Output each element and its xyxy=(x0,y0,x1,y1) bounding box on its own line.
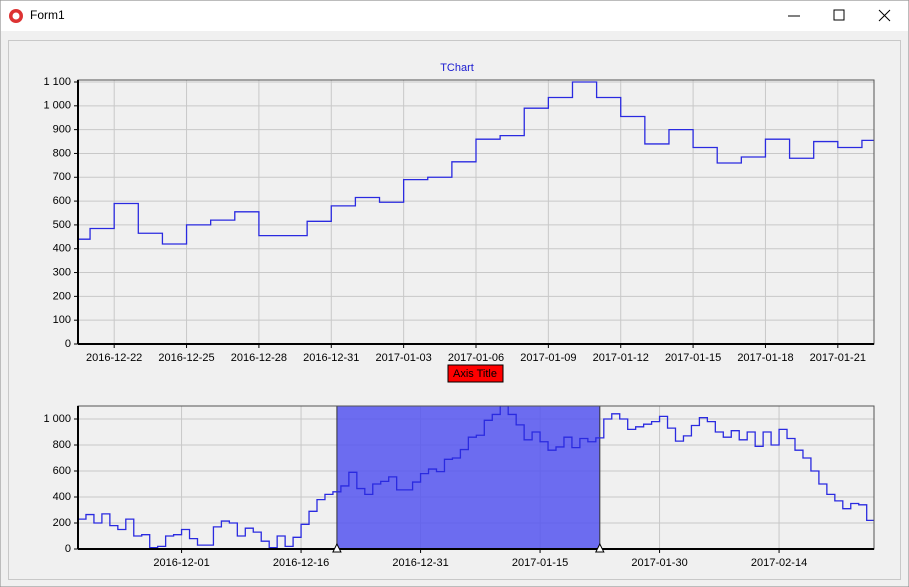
y-tick-label: 200 xyxy=(53,290,71,302)
y-tick-label: 1 000 xyxy=(43,100,71,112)
x-tick-label: 2016-12-31 xyxy=(392,557,448,569)
y-tick-label: 600 xyxy=(53,195,71,207)
y-tick-label: 500 xyxy=(53,219,71,231)
x-tick-label: 2016-12-25 xyxy=(158,352,214,364)
y-tick-label: 400 xyxy=(53,491,71,503)
axis-title: Axis Title xyxy=(453,368,497,380)
y-tick-label: 1 000 xyxy=(43,413,71,425)
y-tick-label: 100 xyxy=(53,314,71,326)
x-tick-label: 2017-01-03 xyxy=(375,352,431,364)
y-tick-label: 900 xyxy=(53,124,71,136)
x-tick-label: 2016-12-16 xyxy=(273,557,329,569)
y-tick-label: 800 xyxy=(53,147,71,159)
x-tick-label: 2017-01-09 xyxy=(520,352,576,364)
title-bar xyxy=(1,1,908,31)
step-line xyxy=(78,406,874,549)
x-tick-label: 2016-12-01 xyxy=(153,557,209,569)
window-title: Form1 xyxy=(30,8,65,22)
y-tick-label: 800 xyxy=(53,439,71,451)
step-line xyxy=(78,81,874,245)
x-tick-label: 2017-01-15 xyxy=(665,352,721,364)
y-tick-label: 700 xyxy=(53,171,71,183)
app-icon-inner xyxy=(12,12,20,20)
x-tick-label: 2016-12-22 xyxy=(86,352,142,364)
series-group xyxy=(78,406,874,549)
close-button[interactable] xyxy=(878,9,891,22)
x-tick-label: 2016-12-31 xyxy=(303,352,359,364)
x-tick-label: 2017-01-21 xyxy=(810,352,866,364)
selection-handle xyxy=(595,542,605,553)
y-tick-label: 1 100 xyxy=(43,76,71,88)
series-group xyxy=(78,81,874,245)
axis-title-box xyxy=(447,364,504,383)
x-tick-label: 2017-02-14 xyxy=(751,557,807,569)
x-tick-label: 2016-12-28 xyxy=(231,352,287,364)
y-tick-label: 0 xyxy=(65,543,71,555)
y-tick-label: 300 xyxy=(53,266,71,278)
y-tick-label: 200 xyxy=(53,517,71,529)
selection-handle xyxy=(332,542,342,553)
range-selection xyxy=(336,406,601,549)
y-tick-label: 0 xyxy=(65,338,71,350)
y-tick-label: 600 xyxy=(53,465,71,477)
y-tick-label: 400 xyxy=(53,243,71,255)
x-tick-label: 2017-01-15 xyxy=(512,557,568,569)
chart-title: TChart xyxy=(440,62,474,74)
x-tick-label: 2017-01-18 xyxy=(737,352,793,364)
x-tick-label: 2017-01-30 xyxy=(631,557,687,569)
x-tick-label: 2017-01-06 xyxy=(448,352,504,364)
maximize-button[interactable] xyxy=(833,9,845,21)
x-tick-label: 2017-01-12 xyxy=(593,352,649,364)
